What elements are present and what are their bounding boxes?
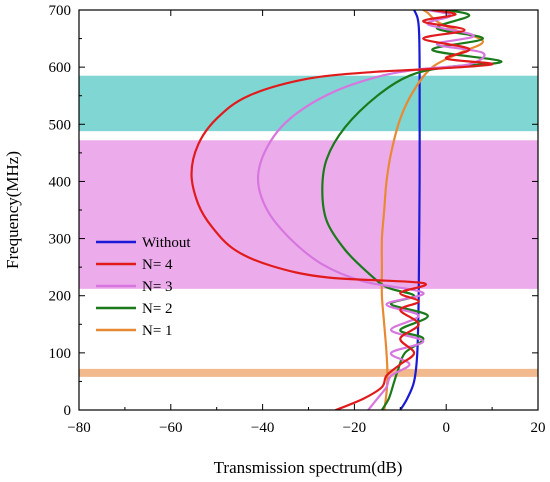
legend-label: N= 1	[142, 323, 173, 339]
x-axis-label: Transmission spectrum(dB)	[214, 458, 403, 477]
y-tick-label: 200	[49, 289, 72, 305]
y-tick-label: 600	[49, 60, 72, 76]
y-tick-label: 500	[49, 117, 72, 133]
legend-label: N= 3	[142, 279, 173, 295]
y-axis-label: Frequency(MHz)	[3, 151, 22, 269]
band-0	[79, 76, 538, 131]
legend-label: Without	[142, 235, 191, 251]
y-tick-label: 100	[49, 346, 72, 362]
y-tick-label: 300	[49, 232, 72, 248]
x-tick-label: 0	[442, 420, 450, 436]
y-tick-label: 400	[49, 174, 72, 190]
y-tick-label: 700	[49, 3, 72, 19]
band-2	[79, 369, 538, 377]
x-tick-label: −20	[343, 420, 366, 436]
y-tick-label: 0	[64, 403, 72, 419]
legend-label: N= 2	[142, 301, 173, 317]
x-tick-label: −40	[251, 420, 274, 436]
x-tick-label: −60	[159, 420, 182, 436]
x-tick-label: −80	[67, 420, 90, 436]
legend-label: N= 4	[142, 257, 173, 273]
x-tick-label: 20	[531, 420, 546, 436]
